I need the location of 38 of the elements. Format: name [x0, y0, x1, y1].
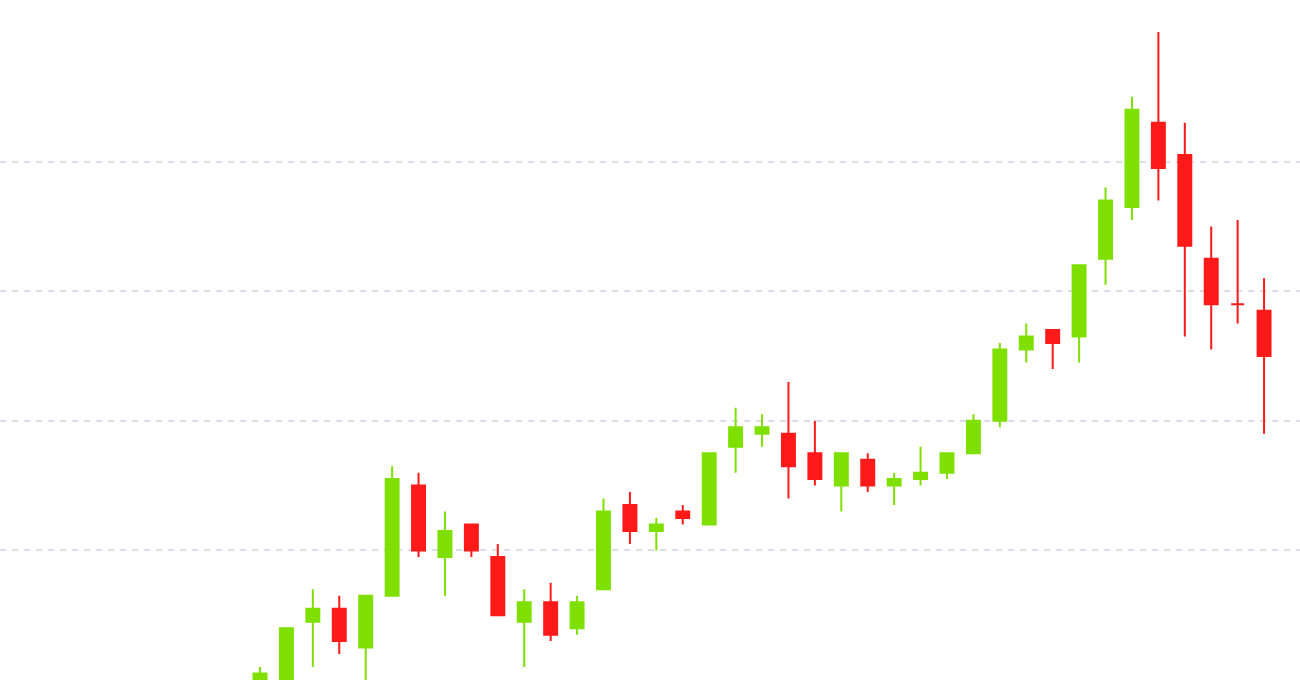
- candlestick: [1071, 264, 1087, 364]
- candlestick: [622, 491, 638, 545]
- candlestick: [675, 504, 691, 526]
- candlestick: [1018, 322, 1034, 364]
- candlestick: [1124, 95, 1140, 221]
- candlestick: [1045, 329, 1061, 370]
- candlestick: [728, 406, 744, 474]
- candlestick: [833, 452, 849, 513]
- candlestick: [1256, 277, 1272, 435]
- candlestick: [543, 581, 559, 643]
- candlestick: [992, 342, 1008, 429]
- candlestick: [754, 413, 770, 448]
- candlestick: [913, 445, 929, 487]
- candlestick: [331, 594, 347, 656]
- candlestick: [939, 452, 955, 481]
- candlestick: [411, 471, 427, 558]
- candlestick: [1203, 225, 1219, 351]
- candlestick: [384, 465, 400, 597]
- candlestick: [648, 517, 664, 552]
- candlestick: [780, 380, 796, 500]
- candlestick: [463, 523, 479, 558]
- candlestick: [807, 419, 823, 487]
- candlestick: [358, 594, 374, 680]
- candlestick: [1230, 218, 1246, 325]
- candlestick: [278, 627, 294, 680]
- candlestick: [1177, 121, 1193, 338]
- candlestick: [516, 588, 532, 669]
- candlestick: [437, 510, 453, 597]
- candlestick: [490, 542, 506, 617]
- candlestick: [886, 471, 902, 507]
- candlestick: [965, 413, 981, 455]
- candlestick: [596, 497, 611, 591]
- candlestick: [701, 452, 717, 526]
- candlestick: [305, 588, 321, 669]
- candlestick: [1098, 186, 1113, 286]
- candlestick: [1150, 32, 1166, 202]
- candlestick: [860, 452, 876, 494]
- candlestick: [569, 594, 585, 636]
